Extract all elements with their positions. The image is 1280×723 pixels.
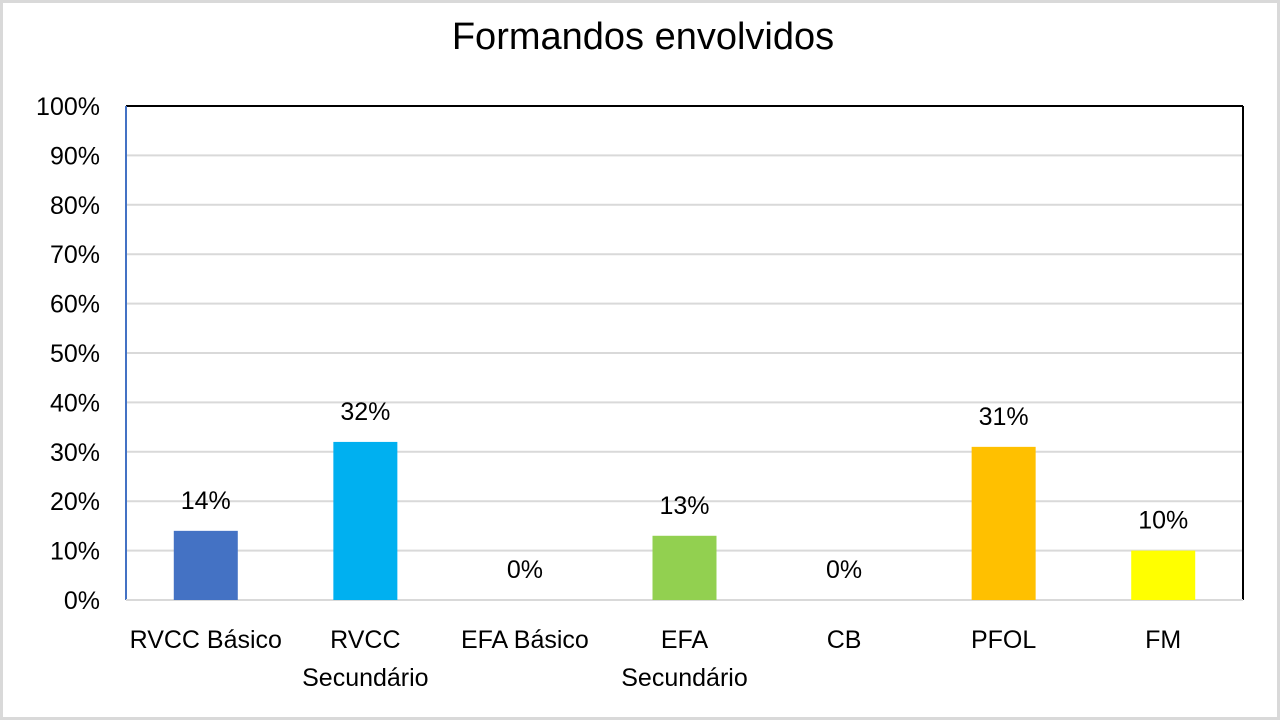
y-tick-labels: 0% 10% 20% 30% 40% 50% 60% 70% 80% 90% 100%: [36, 93, 100, 615]
category-label: PFOL: [971, 626, 1036, 654]
bar: [173, 530, 238, 600]
bar: [652, 535, 717, 600]
bar: [971, 446, 1036, 600]
data-label: 14%: [181, 487, 231, 515]
category-label: RVCC Secundário: [302, 626, 428, 692]
data-label: 0%: [507, 556, 543, 584]
y-tick-label: 0%: [64, 587, 100, 615]
data-labels: 14% 32% 0% 13% 0% 31% 10%: [181, 398, 1188, 584]
category-label: RVCC Básico: [130, 626, 282, 654]
data-label: 0%: [826, 556, 862, 584]
y-tick-label: 100%: [36, 93, 100, 121]
y-tick-label: 80%: [50, 192, 100, 220]
data-label: 10%: [1138, 507, 1188, 535]
data-label: 32%: [340, 398, 390, 426]
data-label: 31%: [979, 403, 1029, 431]
category-label: FM: [1145, 626, 1181, 654]
bars: [173, 441, 1196, 600]
data-label: 13%: [659, 492, 709, 520]
category-labels: RVCC Básico RVCC Secundário EFA Básico EFA Se…: [130, 626, 1182, 692]
bar: [1131, 550, 1196, 600]
y-tick-label: 60%: [50, 291, 100, 319]
category-label: CB: [827, 626, 862, 654]
bar-chart: Formandos envolvidos 0% 10% 20% 30% 40% 50% 60…: [36, 16, 1244, 692]
y-tick-label: 40%: [50, 389, 100, 417]
bar: [333, 441, 398, 600]
chart-title: Formandos envolvidos: [452, 16, 834, 58]
category-label: EFA Secundário: [621, 626, 747, 692]
y-tick-label: 30%: [50, 439, 100, 467]
gridlines: [126, 105, 1243, 552]
y-tick-label: 10%: [50, 538, 100, 566]
y-tick-label: 20%: [50, 488, 100, 516]
y-tick-label: 50%: [50, 340, 100, 368]
y-tick-label: 70%: [50, 241, 100, 269]
category-label: EFA Básico: [461, 626, 589, 654]
y-tick-label: 90%: [50, 142, 100, 170]
